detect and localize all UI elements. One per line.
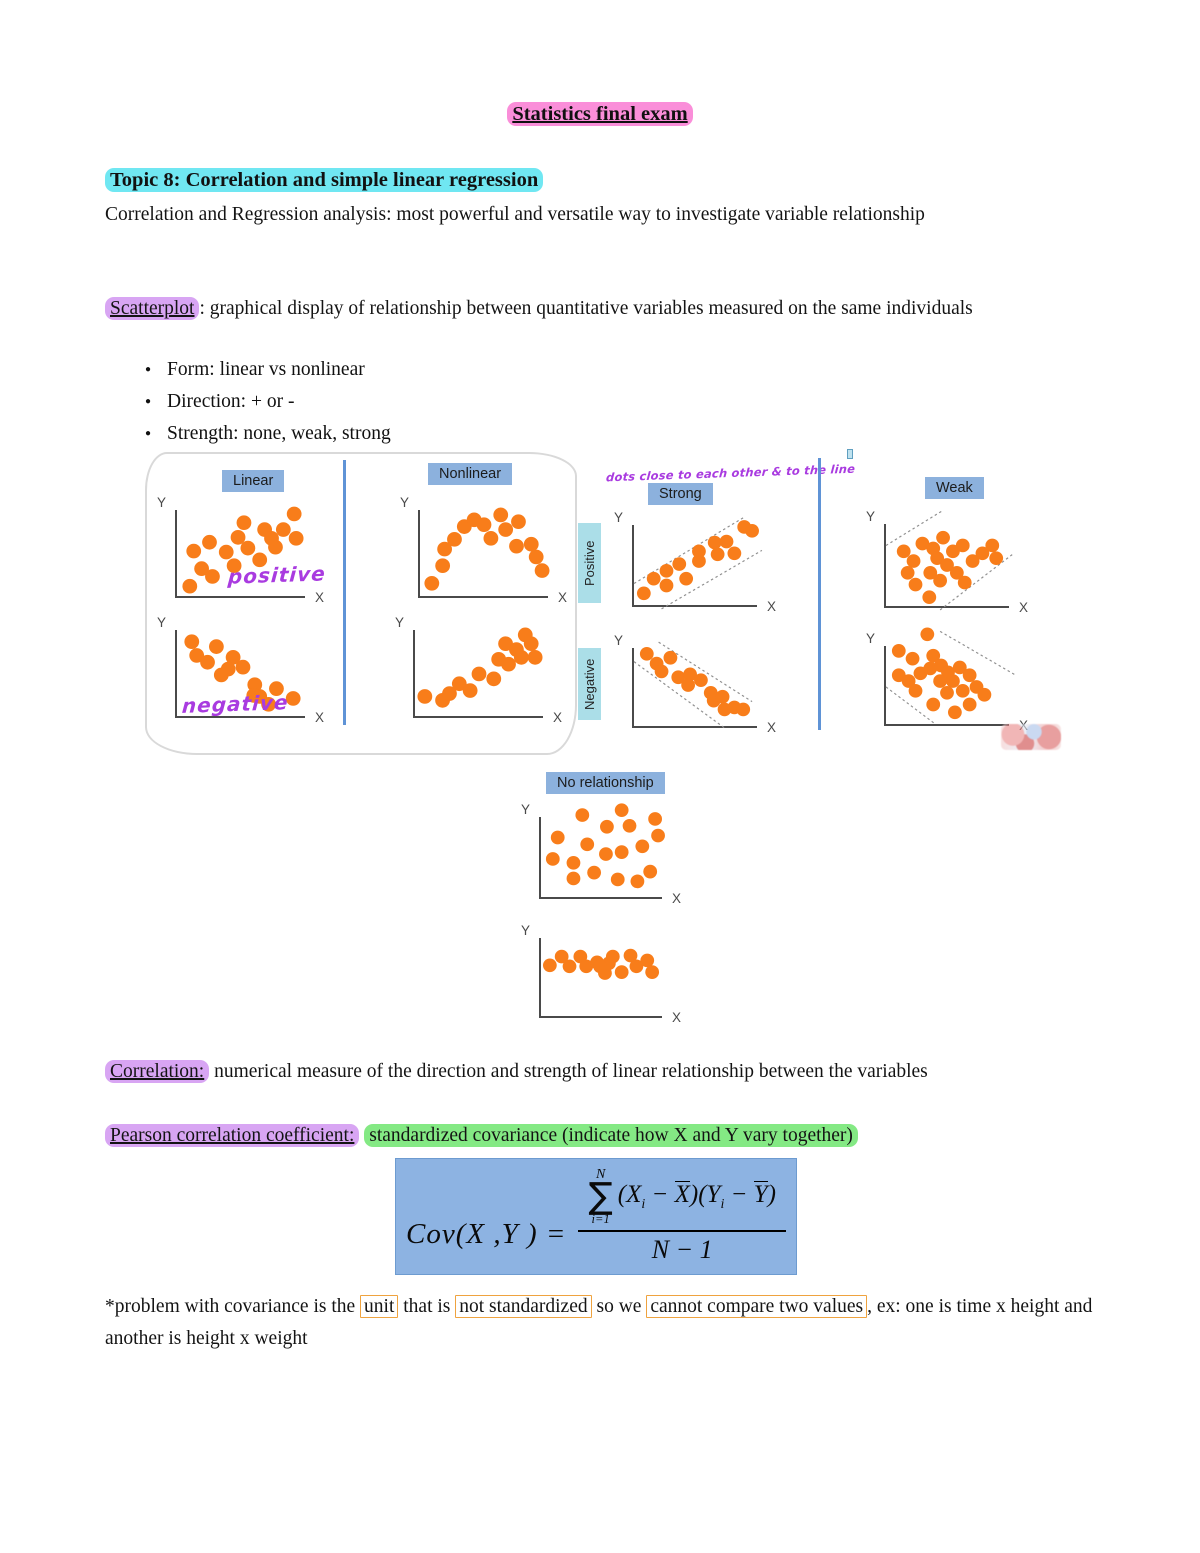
num-minus: −: [645, 1181, 675, 1208]
x-bar: X: [674, 1181, 690, 1208]
scatter-dots: [633, 641, 757, 729]
num-close-open: )(Y: [689, 1181, 721, 1208]
scatter-dots: [177, 630, 305, 716]
scatterplot-def-text: : graphical display of relationship betw…: [199, 298, 973, 319]
x-axis-label: X: [766, 599, 776, 614]
formula-lhs: Cov(X ,Y ) =: [406, 1218, 567, 1250]
column-divider: [818, 458, 821, 730]
scatter-dots: [415, 627, 543, 716]
x-axis-label: X: [1018, 600, 1028, 615]
scatter-plot-nonlinear-rise: Y X: [395, 615, 562, 725]
y-bar: Y: [753, 1181, 768, 1208]
weak-label: Weak: [925, 477, 984, 499]
scatter-plot-weak-negative: Y X: [866, 627, 1028, 733]
boxed-word-unit: unit: [360, 1295, 399, 1318]
stray-blue-mark: [847, 449, 853, 459]
formula-denominator: N − 1: [578, 1229, 786, 1265]
scatter-plot-nonlinear-arch: Y X: [400, 495, 567, 605]
boxed-phrase-cannot-compare: cannot compare two values: [646, 1295, 868, 1318]
scatter-dots: [541, 803, 665, 897]
scatter-plot-linear-positive: Y X: [157, 495, 324, 605]
covariance-problem-paragraph: *problem with covariance is the unit tha…: [105, 1291, 1107, 1355]
positive-handwritten-annotation: positive: [227, 561, 327, 589]
scatter-plot-strong-negative: Y X: [614, 633, 776, 735]
positive-side-label: Positive: [578, 523, 601, 603]
sigma-glyph: ∑: [588, 1176, 613, 1218]
y-axis-label: Y: [400, 495, 410, 510]
boxed-phrase-not-standardized: not standardized: [455, 1295, 592, 1318]
problem-text: that is: [398, 1296, 456, 1317]
no-relationship-label: No relationship: [546, 772, 665, 794]
y-axis-label: Y: [866, 631, 876, 646]
num-minus: −: [724, 1181, 754, 1208]
pearson-definition: Pearson correlation coefficient: standar…: [105, 1120, 1190, 1152]
scatterplot-definition: Scatterplot: graphical display of relati…: [105, 293, 1055, 325]
num-close: ): [767, 1181, 776, 1208]
scatter-plot-no-relationship-flat: Y X: [521, 923, 681, 1025]
y-axis-label: Y: [521, 802, 531, 817]
covariance-formula-box: Cov(X ,Y ) = N ∑ i=1 (Xi − X)(Yi − Y) N …: [395, 1158, 797, 1275]
nonlinear-label: Nonlinear: [428, 463, 513, 485]
correlation-def-text: numerical measure of the direction and s…: [209, 1061, 928, 1082]
title-row: Statistics final exam: [0, 102, 1200, 126]
subscript-i: i: [720, 1197, 725, 1212]
sum-lower-limit: i=1: [591, 1212, 610, 1227]
x-axis-label: X: [314, 710, 324, 725]
hand-drawn-outline: [145, 452, 577, 755]
y-axis-label: Y: [614, 510, 624, 525]
red-watermark-stamp: [1001, 724, 1061, 750]
x-axis-label: X: [766, 720, 776, 735]
negative-handwritten-annotation: negative: [181, 690, 290, 718]
scatter-plot-linear-negative: Y X: [157, 615, 324, 725]
y-axis-label: Y: [866, 509, 876, 524]
y-axis-label: Y: [614, 633, 624, 648]
column-divider: [343, 460, 346, 725]
correlation-term: Correlation:: [105, 1060, 210, 1083]
sum-upper-limit: N: [595, 1167, 606, 1183]
negative-side-label: Negative: [578, 648, 601, 720]
scatter-plot-strong-positive: Y X: [614, 510, 776, 614]
y-axis-label: Y: [157, 615, 167, 630]
scatter-dots: [177, 506, 305, 596]
pearson-def-text: standardized covariance (indicate how X …: [364, 1124, 858, 1147]
linear-label: Linear: [222, 470, 285, 492]
y-axis-label: Y: [157, 495, 167, 510]
topic-heading-row: Topic 8: Correlation and simple linear r…: [105, 168, 544, 192]
numerator-expression: (Xi − X)(Yi − Y): [618, 1181, 776, 1213]
problem-text: so we: [591, 1296, 647, 1317]
scatterplot-term: Scatterplot: [105, 297, 200, 320]
x-axis-label: X: [552, 710, 562, 725]
strong-label: Strong: [648, 483, 713, 505]
pearson-term: Pearson correlation coefficient:: [105, 1124, 360, 1147]
scatter-plot-weak-positive: Y X: [866, 509, 1028, 615]
formula-fraction: N ∑ i=1 (Xi − X)(Yi − Y) N − 1: [578, 1168, 786, 1265]
problem-text: *problem with covariance is the: [105, 1296, 361, 1317]
x-axis-label: X: [314, 590, 324, 605]
scatterplot-bullet-list: Form: linear vs nonlinear Direction: + o…: [145, 354, 391, 450]
scatter-dots: [885, 627, 1017, 725]
subscript-i: i: [641, 1197, 646, 1212]
page-title: Statistics final exam: [507, 102, 693, 126]
intro-paragraph: Correlation and Regression analysis: mos…: [105, 204, 925, 225]
problem-text: , ex: one is time x height and another i…: [105, 1296, 1093, 1349]
x-axis-label: X: [671, 891, 681, 906]
bullet-form: Form: linear vs nonlinear: [145, 354, 391, 386]
scatter-dots: [885, 509, 1015, 611]
x-axis-label: X: [671, 1010, 681, 1025]
scatter-dots: [633, 516, 763, 610]
formula-numerator: N ∑ i=1 (Xi − X)(Yi − Y): [578, 1168, 785, 1229]
scatter-dots: [541, 938, 662, 1016]
num-open: (X: [617, 1181, 642, 1208]
summation-symbol: N ∑ i=1: [588, 1168, 612, 1225]
bullet-strength: Strength: none, weak, strong: [145, 418, 391, 450]
y-axis-label: Y: [521, 923, 531, 938]
y-axis-label: Y: [395, 615, 405, 630]
correlation-definition: Correlation: numerical measure of the di…: [105, 1056, 1190, 1088]
scatter-dots: [420, 507, 550, 596]
scatter-plot-no-relationship-random: Y X: [521, 802, 681, 906]
bullet-direction: Direction: + or -: [145, 386, 391, 418]
topic-heading: Topic 8: Correlation and simple linear r…: [105, 168, 544, 192]
x-axis-label: X: [557, 590, 567, 605]
